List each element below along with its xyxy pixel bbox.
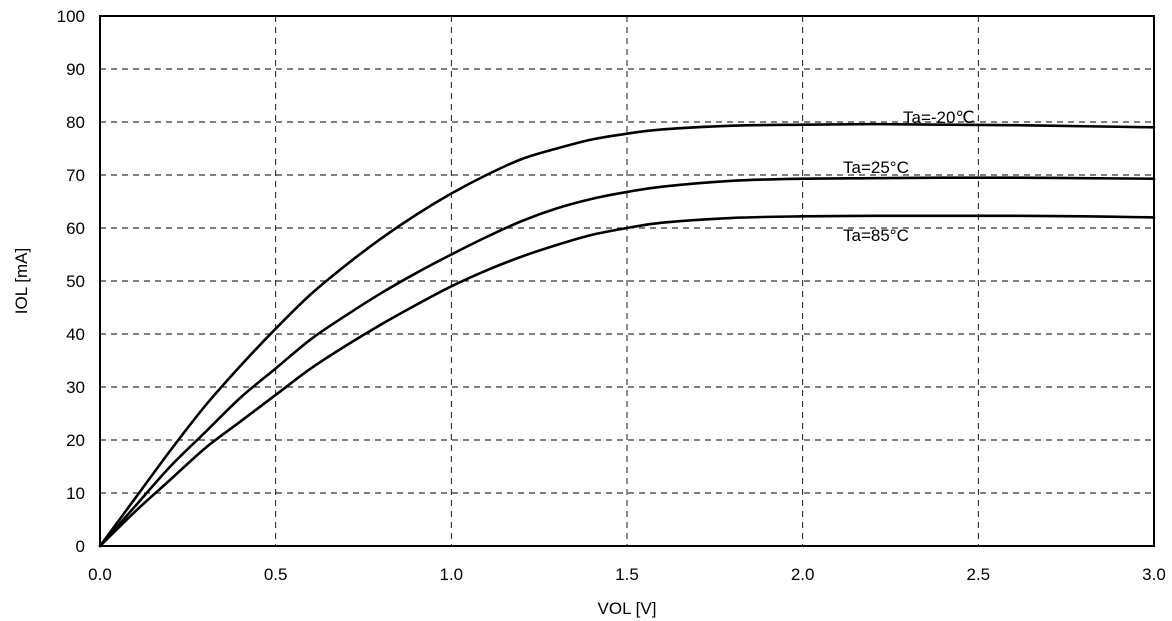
- series-label: Ta=-20℃: [903, 108, 975, 127]
- y-tick-label: 40: [66, 325, 85, 344]
- tick-layer: 0.0 0.5 1.0 1.5 2.0 2.5 3.0 0 10 20 30 40 50 60 70 80 90…: [57, 7, 1166, 584]
- y-tick-label: 10: [66, 484, 85, 503]
- y-tick-label: 50: [66, 272, 85, 291]
- series-label: Ta=85°C: [843, 226, 909, 245]
- y-tick-label: 70: [66, 166, 85, 185]
- plot-frame: [99, 15, 1155, 547]
- y-tick-label: 60: [66, 219, 85, 238]
- x-tick-label: 3.0: [1142, 565, 1166, 584]
- y-tick-label: 90: [66, 60, 85, 79]
- y-axis-title: IOL [mA]: [12, 248, 31, 314]
- y-tick-label: 100: [57, 7, 85, 26]
- y-tick-label: 0: [76, 537, 85, 556]
- x-tick-label: 1.5: [615, 565, 639, 584]
- x-tick-label: 0.5: [264, 565, 288, 584]
- series-label-layer: Ta=-20℃ Ta=25°C Ta=85°C: [843, 108, 975, 245]
- y-tick-label: 20: [66, 431, 85, 450]
- x-axis-title: VOL [V]: [598, 599, 657, 618]
- x-tick-label: 1.0: [440, 565, 464, 584]
- y-tick-label: 30: [66, 378, 85, 397]
- series-line: [98, 214, 1156, 548]
- x-tick-label: 2.5: [967, 565, 991, 584]
- series-line: [98, 122, 1156, 548]
- x-tick-label: 2.0: [791, 565, 815, 584]
- y-tick-label: 80: [66, 113, 85, 132]
- x-tick-label: 0.0: [88, 565, 112, 584]
- series-line: [98, 176, 1156, 548]
- series-label: Ta=25°C: [843, 158, 909, 177]
- grid-layer: [100, 16, 1154, 546]
- series-layer: [98, 122, 1156, 548]
